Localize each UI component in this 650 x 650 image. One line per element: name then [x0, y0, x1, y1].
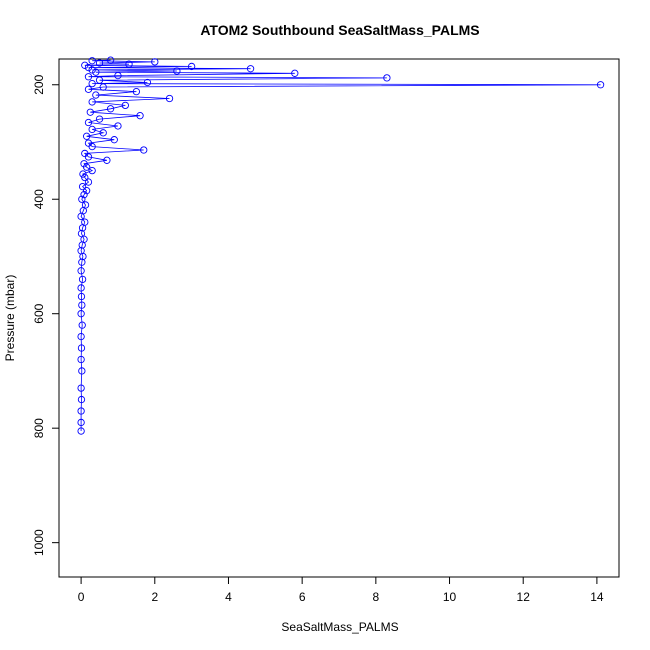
x-tick-label: 4 — [225, 590, 232, 604]
data-point — [78, 367, 86, 375]
x-tick-label: 0 — [78, 590, 85, 604]
data-point — [77, 395, 86, 404]
data-point — [81, 201, 90, 209]
data-point — [121, 101, 129, 110]
y-tick-label: 1000 — [32, 529, 46, 556]
data-point — [106, 56, 115, 64]
data-point — [125, 60, 133, 68]
data-point — [80, 191, 88, 199]
data-point — [84, 118, 93, 127]
data-point — [88, 66, 96, 74]
data-point — [81, 218, 89, 226]
data-point — [86, 108, 94, 116]
data-point — [77, 384, 85, 392]
data-point — [77, 332, 85, 341]
data-point — [81, 173, 89, 182]
data-point — [291, 69, 299, 77]
data-point — [77, 310, 85, 318]
data-point — [103, 156, 111, 164]
y-axis-label: Pressure (mbar) — [3, 275, 17, 362]
data-point — [187, 62, 196, 71]
data-point — [95, 76, 104, 84]
data-point — [84, 178, 93, 186]
data-point — [78, 195, 86, 203]
y-tick-label: 200 — [32, 74, 46, 94]
x-axis-label: SeaSaltMass_PALMS — [281, 620, 398, 634]
data-point — [77, 229, 86, 238]
data-point — [114, 122, 122, 130]
data-point — [95, 115, 104, 123]
data-point — [88, 98, 96, 106]
data-point — [77, 292, 86, 301]
data-point — [79, 170, 87, 178]
data-point — [165, 94, 174, 103]
data-point — [95, 59, 104, 67]
data-point — [81, 149, 89, 158]
x-tick-label: 12 — [517, 590, 531, 604]
chart-title: ATOM2 Southbound SeaSaltMass_PALMS — [200, 22, 479, 38]
data-point — [84, 73, 93, 81]
data-point — [84, 139, 93, 147]
data-point — [84, 85, 93, 93]
data-point — [92, 68, 100, 76]
data-point — [132, 87, 141, 96]
data-point — [173, 67, 181, 75]
data-point — [78, 321, 86, 329]
data-point — [82, 132, 91, 140]
data-point — [78, 258, 86, 266]
data-point — [81, 61, 89, 69]
data-point — [77, 267, 85, 275]
data-series — [77, 56, 605, 435]
x-axis: 0 2 4 6 8 10 12 14 — [78, 576, 604, 604]
data-point — [106, 105, 115, 113]
x-tick-label: 2 — [151, 590, 158, 604]
data-point — [99, 83, 107, 91]
data-point — [77, 247, 85, 255]
y-axis: 200 400 600 800 1000 — [32, 74, 60, 556]
data-point — [140, 146, 148, 154]
data-point — [383, 74, 391, 82]
x-tick-label: 10 — [443, 590, 457, 604]
series-line — [80, 59, 601, 431]
data-point — [77, 355, 85, 364]
data-point — [88, 125, 96, 134]
data-point — [78, 275, 87, 284]
data-point — [78, 301, 86, 309]
data-point — [82, 186, 91, 195]
data-point — [246, 65, 255, 73]
y-tick-label: 800 — [32, 418, 46, 438]
data-point — [77, 344, 86, 352]
data-point — [151, 58, 159, 66]
data-point — [77, 284, 85, 292]
x-tick-label: 8 — [372, 590, 379, 604]
data-point — [136, 112, 144, 120]
data-point — [80, 160, 88, 168]
data-point — [77, 418, 85, 427]
y-tick-label: 400 — [32, 189, 46, 209]
data-point — [92, 91, 100, 99]
data-point — [99, 129, 107, 137]
data-point — [77, 407, 85, 415]
data-point — [143, 78, 152, 87]
data-point — [88, 79, 96, 88]
data-point — [77, 427, 85, 435]
plot-frame — [58, 58, 620, 578]
data-point — [596, 81, 605, 89]
data-point — [114, 71, 122, 80]
data-point — [78, 182, 87, 191]
x-tick-label: 14 — [590, 590, 604, 604]
data-point — [88, 166, 96, 175]
y-tick-label: 600 — [32, 303, 46, 323]
x-tick-label: 6 — [299, 590, 306, 604]
data-point — [110, 136, 118, 144]
data-point — [84, 63, 93, 72]
data-point — [88, 57, 96, 65]
